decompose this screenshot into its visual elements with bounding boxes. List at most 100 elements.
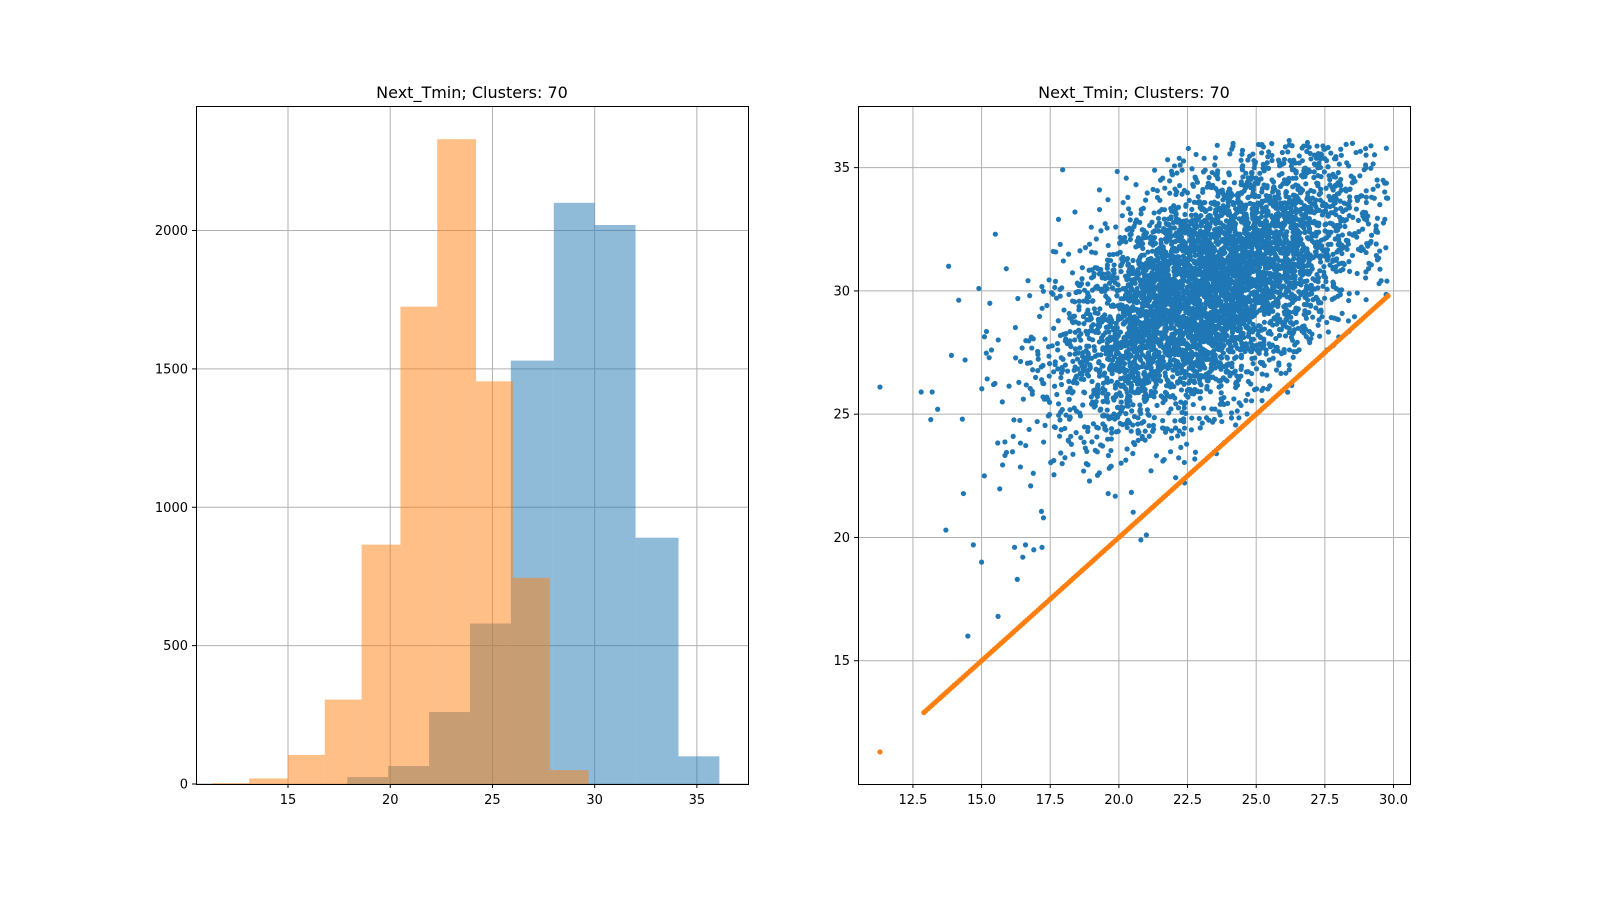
scatter-point-predicted [1168,324,1174,330]
scatter-point-predicted [1089,439,1095,445]
scatter-point-predicted [1347,194,1353,200]
scatter-point-predicted [1338,187,1344,193]
scatter-point-predicted [1148,468,1154,474]
scatter-point-predicted [1229,286,1236,292]
scatter-point-predicted [1146,339,1152,345]
scatter-point-predicted [1259,398,1265,404]
scatter-point-predicted [1252,180,1258,186]
scatter-point-predicted [1357,148,1364,154]
scatter-point-predicted [1115,428,1121,434]
scatter-point-predicted [1267,200,1273,206]
scatter-point-predicted [1354,270,1360,277]
scatter-point-predicted [1174,170,1180,176]
scatter-point-predicted [1259,241,1266,247]
scatter-point-predicted [1103,324,1109,330]
scatter-point-predicted [1155,323,1162,329]
scatter-point-predicted [1183,392,1189,398]
scatter-point-predicted [1260,144,1267,150]
scatter-point-predicted [1350,175,1357,181]
scatter-point-predicted [1336,161,1342,167]
scatter-point-predicted [1154,249,1160,255]
histogram-panel: Next_Tmin; Clusters: 70 15 20 25 30 35050010… [155,83,749,808]
scatter-point-predicted [1135,437,1141,443]
scatter-point-predicted [1120,286,1126,292]
scatter-point-predicted [1112,493,1118,499]
scatter-point-predicted [1225,203,1231,209]
scatter-point-predicted [1096,369,1102,376]
scatter-point-predicted [1382,216,1388,222]
scatter-point-predicted [1133,362,1139,368]
scatter-point-predicted [1087,365,1093,371]
scatter-point-predicted [1078,435,1084,441]
scatter-point-predicted [1238,208,1244,214]
scatter-point-predicted [1198,263,1204,269]
scatter-point-predicted [1013,355,1019,361]
scatter-point-predicted [1371,152,1378,158]
scatter-point-predicted [1164,157,1171,163]
scatter-point-predicted [1265,386,1271,392]
scatter-point-predicted [1175,343,1181,349]
scatter-point-predicted [1122,312,1128,318]
scatter-point-predicted [1122,369,1128,376]
scatter-point-predicted [1363,297,1369,303]
scatter-point-predicted [1057,293,1063,299]
scatter-point-predicted [1229,311,1235,317]
scatter-point-predicted [1275,348,1281,354]
scatter-point-predicted [1208,259,1214,266]
scatter-point-predicted [1180,362,1186,368]
scatter-point-predicted [1175,380,1181,386]
scatter-point-predicted [1092,329,1099,335]
scatter-point-predicted [1100,271,1106,277]
scatter-point-predicted [1065,368,1071,374]
scatter-point-predicted [1038,508,1045,515]
scatter-point-predicted [1030,470,1036,476]
scatter-point-predicted [1169,296,1175,302]
scatter-point-predicted [1105,391,1111,397]
scatter-point-predicted [1176,183,1183,189]
scatter-point-predicted [1107,463,1114,470]
scatter-point-predicted [1205,180,1211,186]
scatter-point-predicted [1196,342,1202,348]
scatter-point-predicted [1156,228,1162,234]
scatter-point-predicted [1278,231,1284,237]
scatter-point-predicted [1301,311,1307,318]
scatter-point-predicted [1374,257,1380,263]
scatter-point-predicted [1105,242,1111,249]
scatter-point-predicted [1343,188,1349,194]
scatter-point-predicted [1081,298,1087,304]
scatter-title: Next_Tmin; Clusters: 70 [1038,83,1230,103]
scatter-point-predicted [1039,305,1045,311]
scatter-point-predicted [1239,151,1245,157]
scatter-point-predicted [1162,315,1168,321]
scatter-point-predicted [1192,224,1198,230]
scatter-point-predicted [1218,396,1224,402]
scatter-point-predicted [1196,336,1202,342]
scatter-point-predicted [1206,350,1212,356]
scatter-point-predicted [1283,370,1289,376]
scatter-point-predicted [1198,201,1204,207]
scatter-point-predicted [1168,241,1175,247]
scatter-point-predicted [1231,180,1237,186]
scatter-point-predicted [1113,320,1119,326]
scatter-point-predicted [1249,193,1255,199]
scatter-point-predicted [1282,320,1288,326]
scatter-point-predicted [1120,321,1126,327]
scatter-point-predicted [1252,325,1258,331]
scatter-point-predicted [1280,207,1286,213]
scatter-point-predicted [1192,456,1198,462]
scatter-point-predicted [1139,340,1145,346]
scatter-point-predicted [1085,428,1091,435]
scatter-point-predicted [1063,412,1069,418]
scatter-point-predicted [1146,423,1152,429]
scatter-point-predicted [1120,254,1126,260]
scatter-point-predicted [1094,424,1100,430]
scatter-point-predicted [1290,184,1296,190]
scatter-point-predicted [1178,340,1185,346]
scatter-point-predicted [1127,360,1133,366]
scatter-point-predicted [1188,390,1195,396]
scatter-point-predicted [1015,295,1021,302]
scatter-point-predicted [1193,330,1200,336]
scatter-point-predicted [984,376,990,382]
scatter-point-predicted [1188,349,1195,355]
scatter-point-predicted [1339,287,1345,293]
